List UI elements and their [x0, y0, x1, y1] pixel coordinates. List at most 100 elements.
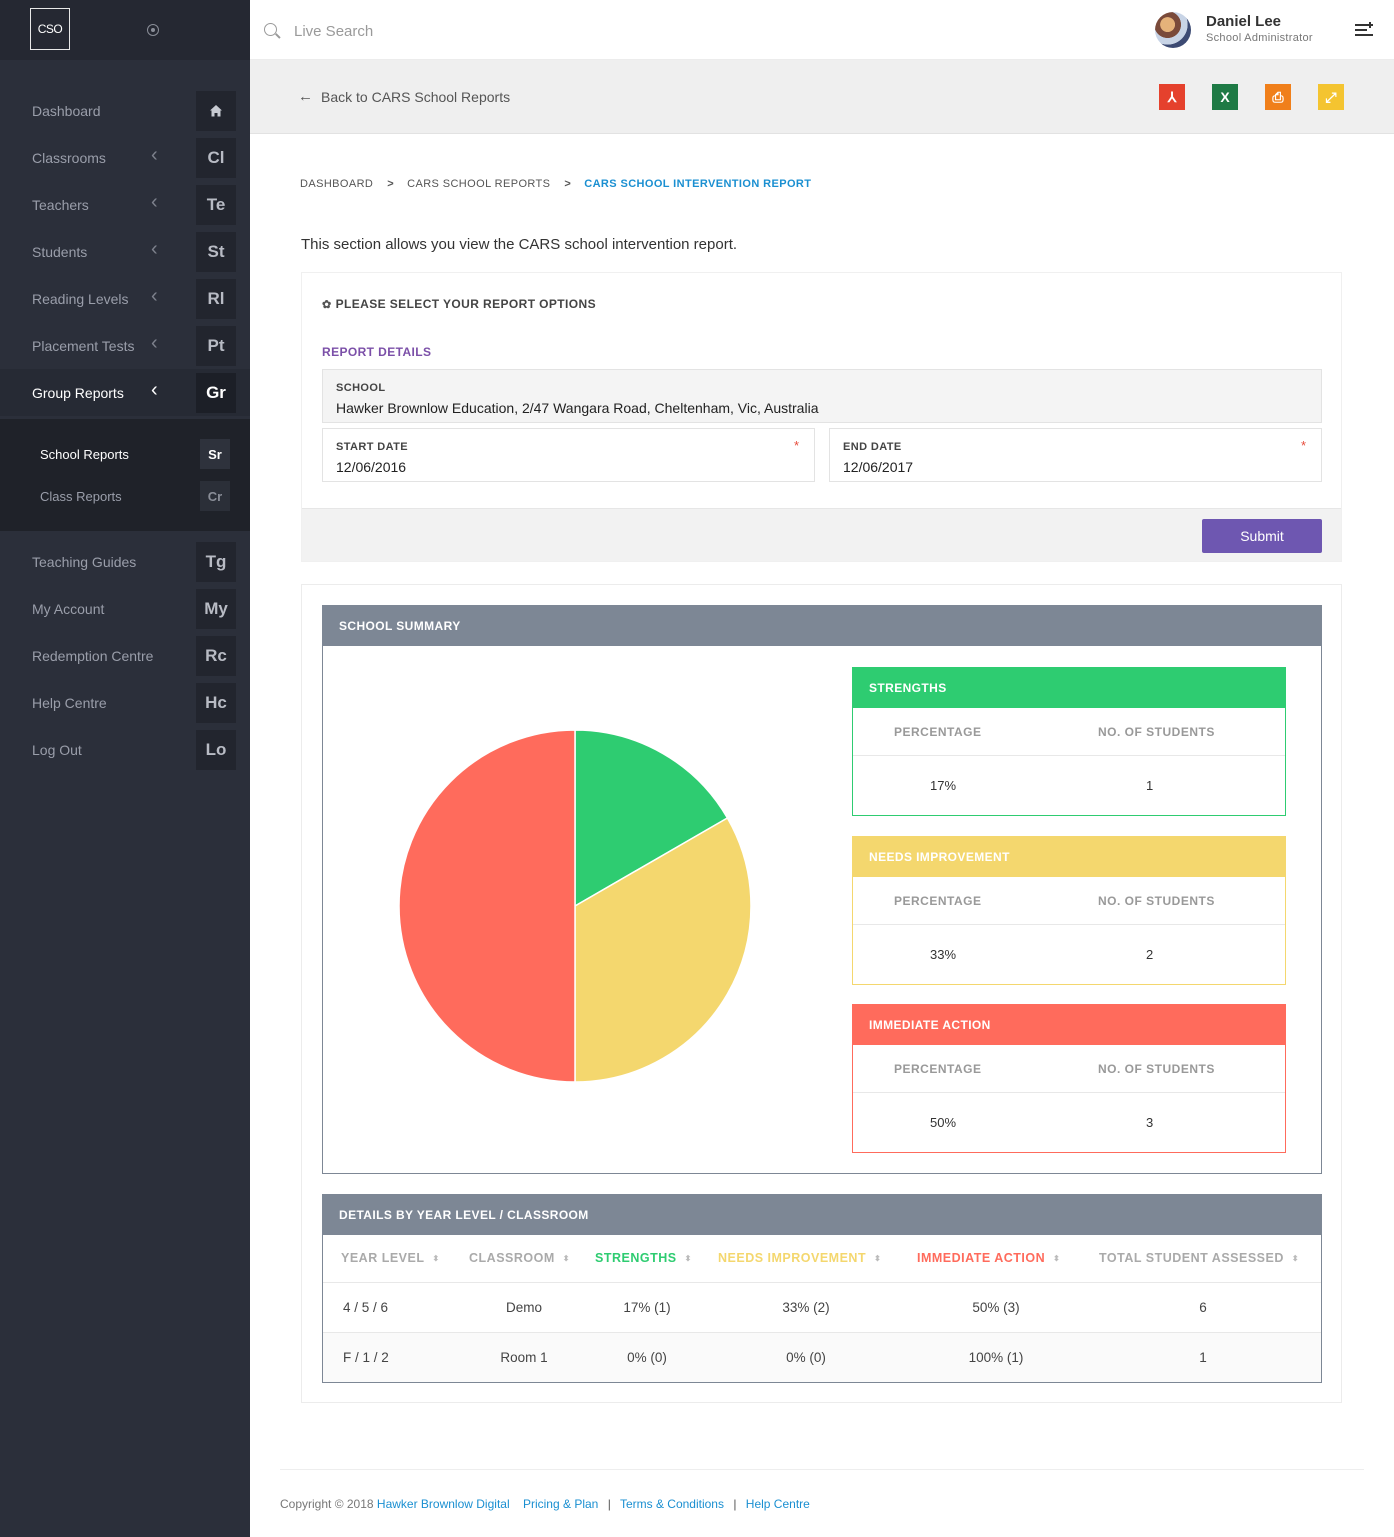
pie-slice-strengths — [574, 729, 729, 908]
sidebar-item-placement-tests[interactable]: Placement Tests ‹ Pt — [0, 322, 250, 369]
chevron-left-icon: ‹ — [151, 238, 158, 260]
sidebar-item-badge: Rc — [196, 636, 236, 676]
app-logo[interactable]: CSO — [30, 8, 70, 50]
required-mark: * — [1300, 438, 1306, 453]
sidebar-item-label: Placement Tests — [32, 337, 135, 354]
start-date-value[interactable]: 12/06/2016 — [336, 459, 407, 475]
sort-icon[interactable]: ⬍ — [684, 1254, 692, 1263]
chevron-left-icon: ‹ — [151, 285, 158, 307]
footer-terms-link[interactable]: Terms & Conditions — [619, 1497, 724, 1511]
report-results-card: SCHOOL SUMMARY STRENGTHS PERCENTAGE NO. OF… — [301, 584, 1342, 1403]
sidebar-item-teaching-guides[interactable]: Teaching Guides Tg — [0, 538, 250, 585]
students-column-header: NO. OF STUDENTS — [1098, 1062, 1215, 1076]
column-header-label: STRENGTHS — [595, 1251, 677, 1265]
submenu-item-class-reports[interactable]: Class Reports Cr — [0, 475, 250, 517]
add-list-menu-icon[interactable] — [1355, 22, 1373, 36]
submenu-item-school-reports[interactable]: School Reports Sr — [0, 433, 250, 475]
avatar[interactable] — [1155, 12, 1191, 48]
school-summary-title: SCHOOL SUMMARY — [323, 606, 1321, 646]
print-button[interactable]: ⎙ — [1265, 84, 1291, 110]
pie-slice-needs-improvement — [574, 816, 752, 1083]
sidebar-item-group-reports[interactable]: Group Reports ‹ Gr — [0, 369, 250, 416]
divider — [853, 755, 1285, 756]
footer-help-link[interactable]: Help Centre — [745, 1497, 810, 1511]
sort-icon[interactable]: ⬍ — [874, 1254, 882, 1263]
sidebar-item-badge: Cl — [196, 138, 236, 178]
table-cell-year-level: 4 / 5 / 6 — [343, 1300, 389, 1315]
back-to-reports-link[interactable]: ← Back to CARS School Reports — [298, 88, 510, 105]
excel-export-button[interactable]: X — [1212, 84, 1238, 110]
students-count-value: 3 — [1146, 1115, 1154, 1130]
footer-company-link[interactable]: Hawker Brownlow Digital — [376, 1497, 510, 1511]
needs-improvement-card: NEEDS IMPROVEMENT PERCENTAGE NO. OF STUDEN… — [852, 836, 1286, 985]
column-header-label: YEAR LEVEL — [341, 1251, 425, 1265]
submit-button[interactable]: Submit — [1202, 519, 1322, 553]
end-date-value[interactable]: 12/06/2017 — [843, 459, 914, 475]
footer-separator: | — [607, 1497, 611, 1511]
table-cell-strengths: 0% (0) — [627, 1350, 667, 1365]
breadcrumb-chevron-icon: > — [564, 178, 572, 190]
start-date-field[interactable]: START DATE * 12/06/2016 — [322, 428, 815, 482]
footer-divider — [280, 1469, 1364, 1470]
strengths-card: STRENGTHS PERCENTAGE NO. OF STUDENTS 17% 1 — [852, 667, 1286, 816]
sort-icon[interactable]: ⬍ — [1291, 1254, 1300, 1263]
report-details-heading: REPORT DETAILS — [322, 345, 432, 359]
column-header-needs-improvement[interactable]: NEEDS IMPROVEMENT ⬍ — [718, 1251, 881, 1265]
page-intro-text: This section allows you view the CARS sc… — [301, 236, 738, 253]
breadcrumb-dashboard[interactable]: DASHBOARD — [300, 178, 374, 190]
table-cell-immediate-action: 100% (1) — [968, 1350, 1024, 1365]
column-header-label: TOTAL STUDENT ASSESSED — [1099, 1251, 1284, 1265]
sidebar-item-my-account[interactable]: My Account My — [0, 585, 250, 632]
sidebar-item-badge: Tg — [196, 542, 236, 582]
breadcrumb-chevron-icon: > — [387, 178, 395, 190]
sidebar-item-label: Teachers — [32, 196, 89, 213]
needs-improvement-card-title: NEEDS IMPROVEMENT — [853, 837, 1285, 877]
sidebar-item-classrooms[interactable]: Classrooms ‹ Cl — [0, 134, 250, 181]
sidebar-item-badge: Lo — [196, 730, 236, 770]
sidebar-item-dashboard[interactable]: Dashboard — [0, 87, 250, 134]
search-input[interactable] — [294, 18, 694, 44]
students-column-header: NO. OF STUDENTS — [1098, 725, 1215, 739]
sidebar-item-badge: Gr — [196, 373, 236, 413]
expand-button[interactable]: ⤢ — [1318, 84, 1344, 110]
footer-pricing-link[interactable]: Pricing & Plan — [522, 1497, 599, 1511]
sort-icon[interactable]: ⬍ — [1053, 1254, 1061, 1263]
column-header-classroom[interactable]: CLASSROOM ⬍ — [469, 1251, 570, 1265]
end-date-field[interactable]: END DATE * 12/06/2017 — [829, 428, 1322, 482]
chevron-left-icon: ‹ — [151, 191, 158, 213]
table-cell-classroom: Demo — [505, 1300, 543, 1315]
details-title: DETAILS BY YEAR LEVEL / CLASSROOM — [323, 1195, 1321, 1235]
sidebar-item-log-out[interactable]: Log Out Lo — [0, 726, 250, 773]
table-cell-strengths: 17% (1) — [623, 1300, 671, 1315]
home-icon — [196, 91, 236, 131]
report-options-title-text: PLEASE SELECT YOUR REPORT OPTIONS — [335, 297, 596, 311]
sidebar-item-label: Group Reports — [32, 384, 124, 401]
school-field-label: SCHOOL — [336, 382, 386, 394]
sort-icon[interactable]: ⬍ — [432, 1254, 440, 1263]
percentage-column-header: PERCENTAGE — [894, 725, 982, 739]
report-options-card: ✿ PLEASE SELECT YOUR REPORT OPTIONS REPO… — [301, 272, 1342, 562]
submenu-item-label: School Reports — [40, 446, 129, 462]
column-header-strengths[interactable]: STRENGTHS ⬍ — [595, 1251, 692, 1265]
submenu-item-badge: Cr — [200, 481, 230, 511]
sidebar-item-badge: St — [196, 232, 236, 272]
pdf-export-button[interactable]: ⅄ — [1159, 84, 1185, 110]
column-header-total-student-assessed[interactable]: TOTAL STUDENT ASSESSED ⬍ — [1099, 1251, 1299, 1265]
sidebar-toggle-icon[interactable] — [147, 24, 159, 36]
sidebar-item-label: Dashboard — [32, 102, 101, 119]
column-header-year-level[interactable]: YEAR LEVEL ⬍ — [341, 1251, 440, 1265]
submenu-item-label: Class Reports — [40, 488, 122, 504]
immediate-action-card: IMMEDIATE ACTION PERCENTAGE NO. OF STUDENT… — [852, 1004, 1286, 1153]
percentage-value: 50% — [930, 1115, 957, 1130]
breadcrumb-cars-school-reports[interactable]: CARS SCHOOL REPORTS — [407, 178, 551, 190]
sidebar-item-teachers[interactable]: Teachers ‹ Te — [0, 181, 250, 228]
sidebar-item-students[interactable]: Students ‹ St — [0, 228, 250, 275]
start-date-label: START DATE — [336, 441, 409, 453]
sidebar-item-help-centre[interactable]: Help Centre Hc — [0, 679, 250, 726]
sidebar-item-redemption-centre[interactable]: Redemption Centre Rc — [0, 632, 250, 679]
sort-icon[interactable]: ⬍ — [562, 1254, 570, 1263]
sidebar-item-reading-levels[interactable]: Reading Levels ‹ Rl — [0, 275, 250, 322]
column-header-immediate-action[interactable]: IMMEDIATE ACTION ⬍ — [917, 1251, 1060, 1265]
user-name[interactable]: Daniel Lee — [1206, 13, 1282, 30]
sidebar-item-label: Redemption Centre — [32, 647, 154, 664]
